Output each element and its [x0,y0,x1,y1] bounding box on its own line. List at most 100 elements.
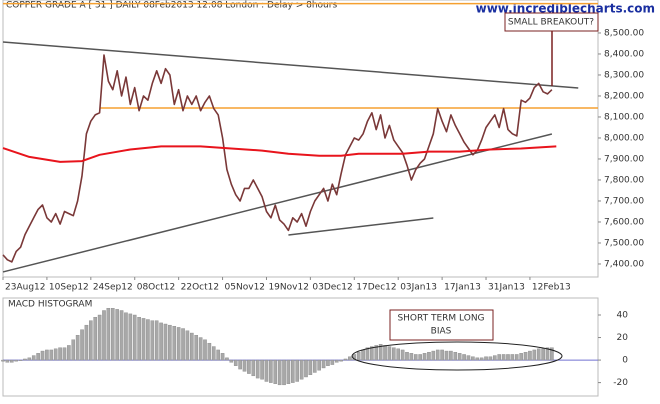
bar [427,351,431,361]
bar [269,359,273,383]
bar [383,345,387,361]
bar [225,357,229,361]
bar [378,344,383,361]
macd-frame [2,297,599,397]
y-tick-label: 8,500.00 [604,28,644,38]
bar [510,354,515,361]
bar [321,359,326,369]
macd-panel: 40 20 0 -20 [1,308,628,388]
annotation-box [504,12,599,32]
annotation: BIAS [431,327,452,337]
bar [365,347,370,361]
bar [471,356,475,361]
bar [523,351,528,361]
bar [330,359,335,365]
bar [168,324,172,361]
bar [409,353,414,361]
bar [53,348,58,361]
bar [440,349,444,361]
trend-line [288,217,434,236]
bar [194,335,199,361]
bar [312,359,317,373]
bar [299,359,304,380]
bar [286,359,291,384]
bar [216,349,220,361]
bar [23,358,27,361]
bar [211,346,216,361]
x-tick-label: 17Jan13 [444,283,481,293]
bar [536,348,541,361]
trend-line [2,41,579,89]
bar [233,359,238,366]
y-tick-label: 8,100.00 [604,112,644,122]
x-tick-label: 03Dec12 [312,283,352,293]
bar [1,359,5,362]
bar [295,359,300,382]
bar [27,357,32,361]
bar [528,350,532,361]
bar [141,318,146,361]
trend-line [2,133,553,273]
bar [190,332,194,361]
bar [493,355,497,361]
series-line [2,145,557,163]
y-tick-label: 7,800.00 [604,175,644,185]
bar [435,349,440,361]
bar [396,348,401,361]
x-tick-label: 12Feb13 [532,283,571,293]
x-tick-label: 31Jan13 [488,283,525,293]
bar [18,359,23,361]
bar [431,350,436,361]
bar [475,357,480,361]
bar [62,347,67,361]
annotation: SMALL BREAKOUT? [508,18,594,28]
bar [247,359,251,374]
bar [506,354,510,361]
x-tick-label: 10Sep12 [49,283,89,293]
bar [67,345,71,361]
bar [497,354,501,361]
price-panel: 8,500.00 8,400.00 8,300.00 8,200.00 8,100.00… [2,2,644,293]
x-tick-label: 17Dec12 [356,283,396,293]
bar [124,312,128,361]
bar [176,327,181,361]
bar [457,353,462,361]
bar [102,310,106,361]
bar [84,324,89,361]
bar [159,322,163,361]
bar [479,357,484,361]
y-tick-label: 40 [617,311,629,321]
bar [115,309,119,361]
x-tick-label: 19Nov12 [268,283,308,293]
bar [541,348,545,361]
y-tick-label: 7,900.00 [604,154,644,164]
bar [422,353,427,361]
bar [361,349,365,361]
macd-title: MACD HISTOGRAM [8,300,92,310]
x-tick-label: 05Nov12 [225,283,265,293]
bar [304,359,308,378]
price-frame [2,0,599,278]
bar [198,337,203,361]
bar [80,329,84,361]
bar [400,349,405,361]
bar [150,320,155,361]
bar [348,356,352,361]
bar [9,359,14,363]
annotation: SHORT TERM LONG [397,314,484,324]
highlight-ellipse [351,341,563,371]
bar [45,349,49,361]
bar [154,320,159,361]
bar [343,358,348,361]
bar [374,345,379,361]
bar [71,339,76,361]
bar [146,319,150,361]
y-tick-label: 8,300.00 [604,70,644,80]
source: www.incrediblecharts.com [476,2,655,16]
bar [545,347,550,361]
bar [49,349,54,361]
bar [97,314,102,361]
y-tick-label: 8,400.00 [604,49,644,59]
bar [251,359,256,377]
